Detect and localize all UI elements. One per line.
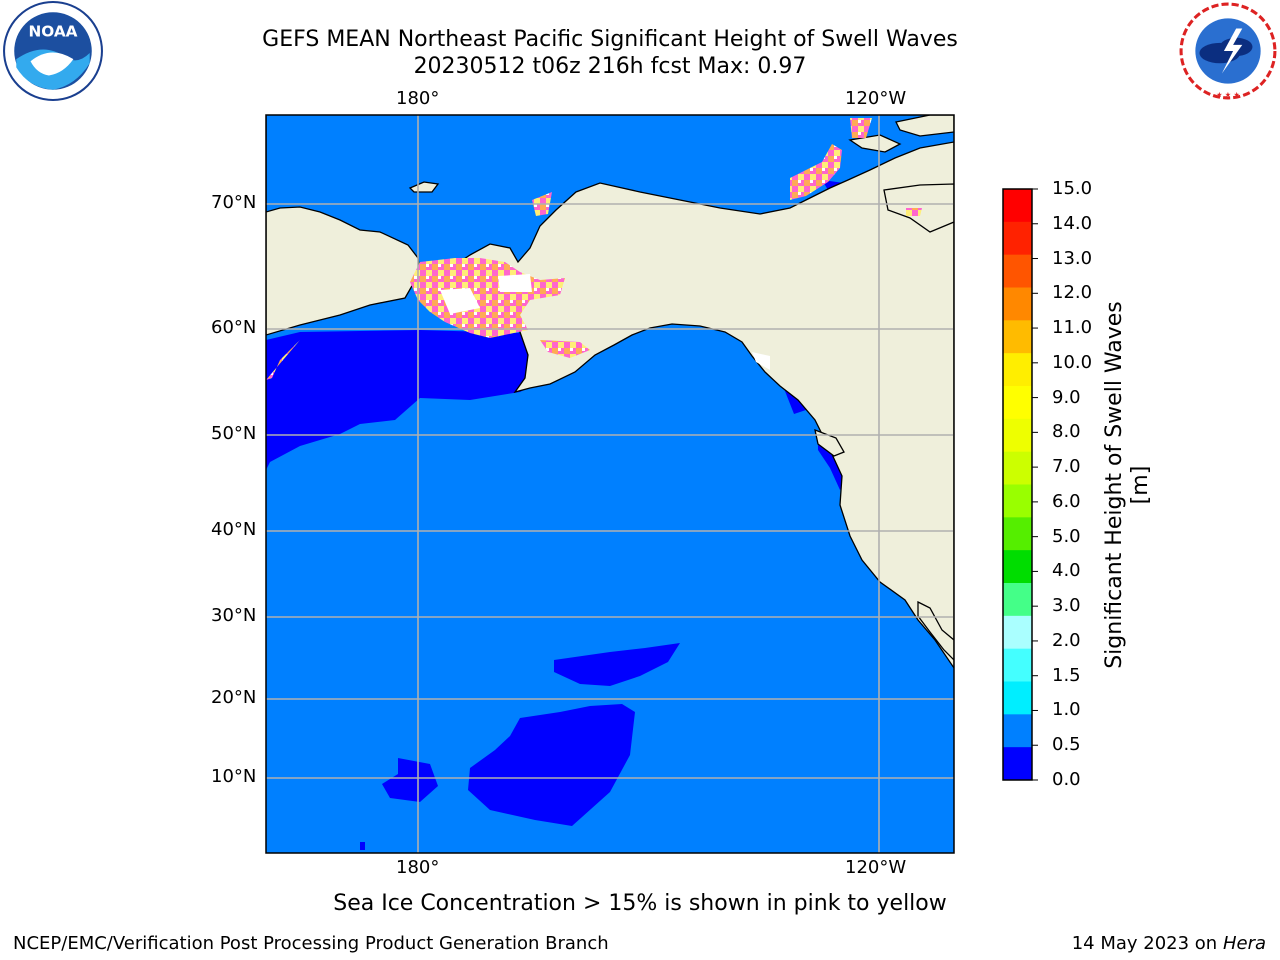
noaa-logo: NOAA: [3, 1, 103, 101]
lon-tick-top-180: 180°: [396, 88, 440, 109]
lat-tick-70n: 70°N: [211, 192, 257, 213]
vancouver-island: [814, 428, 845, 457]
colorbar-tick-label: 9.0: [1052, 386, 1081, 408]
graticule: [266, 115, 954, 853]
footer-date: 14 May 2023 on Hera: [1072, 933, 1266, 954]
map-subtitle: 20230512 t06z 216h fcst Max: 0.97: [413, 54, 807, 79]
colorbar-segment: [1003, 583, 1032, 617]
lat-tick-20n: 20°N: [211, 687, 257, 708]
colorbar-tick-label: 1.0: [1052, 699, 1081, 721]
colorbar-segment: [1003, 221, 1032, 256]
colorbar-segment: [1003, 189, 1032, 223]
lon-tick-bottom-180: 180°: [396, 857, 440, 878]
siberia-land: [266, 115, 421, 336]
noaa-logo-text: NOAA: [28, 23, 77, 41]
colorbar-label: Significant Height of Swell Waves [m]: [1102, 301, 1153, 669]
colorbar: [1002, 188, 1038, 781]
colorbar-tick-label: 6.0: [1052, 490, 1081, 512]
baja-peninsula: [917, 600, 954, 661]
land-masses: [266, 115, 954, 670]
colorbar-segment: [1003, 287, 1032, 321]
colorbar-segment: [1003, 517, 1032, 551]
colorbar-tick-label: 14.0: [1052, 212, 1093, 234]
colorbar-segment: [1003, 681, 1032, 715]
colorbar-tick-label: 3.0: [1052, 595, 1081, 617]
arctic-islands: [895, 115, 954, 137]
lat-tick-40n: 40°N: [211, 519, 257, 540]
colorbar-tick-label: 2.0: [1052, 629, 1081, 651]
lat-tick-30n: 30°N: [211, 605, 257, 626]
lat-tick-60n: 60°N: [211, 317, 257, 338]
alaska-canada-land: [454, 141, 954, 670]
colorbar-segment: [1003, 386, 1032, 420]
low-swell-regions: [266, 180, 858, 850]
colorbar-segment: [1003, 254, 1032, 288]
lat-tick-50n: 50°N: [211, 423, 257, 444]
no-data-areas: [440, 274, 770, 370]
colorbar-tick-label: 10.0: [1052, 351, 1093, 373]
colorbar-tick-label: 15.0: [1052, 178, 1093, 199]
nws-logo: ★ ★ ★: [1179, 2, 1277, 100]
colorbar-segment: [1003, 320, 1032, 354]
footer-machine: Hera: [1222, 933, 1266, 954]
footer-credit: NCEP/EMC/Verification Post Processing Pr…: [13, 933, 609, 954]
colorbar-segment: [1003, 451, 1032, 485]
arctic-islands: [848, 134, 902, 153]
footer-date-text: 14 May 2023 on: [1071, 933, 1218, 954]
ocean-area: [266, 115, 954, 853]
lon-tick-bottom-120w: 120°W: [845, 857, 907, 878]
colorbar-tick-label: 13.0: [1052, 247, 1093, 269]
colorbar-tick-label: 12.0: [1052, 282, 1093, 304]
colorbar-segment: [1003, 648, 1032, 682]
colorbar-segment: [1003, 353, 1032, 387]
colorbar-frame: [1002, 188, 1033, 781]
svg-text:★ ★ ★: ★ ★ ★: [1216, 90, 1240, 99]
map-title: GEFS MEAN Northeast Pacific Significant …: [262, 27, 958, 52]
colorbar-tick-label: 8.0: [1052, 421, 1081, 443]
colorbar-tick-label: 1.5: [1052, 664, 1081, 686]
colorbar-segment: [1003, 615, 1032, 650]
colorbar-segment: [1003, 747, 1032, 781]
colorbar-segment: [1003, 418, 1032, 453]
colorbar-tick-label: 0.0: [1052, 769, 1081, 790]
wrangel-island: [408, 181, 440, 193]
arctic-islands: [883, 183, 954, 233]
colorbar-segment: [1003, 714, 1032, 748]
colorbar-tick-label: 5.0: [1052, 525, 1081, 547]
colorbar-tick-label: 0.5: [1052, 734, 1081, 756]
colorbar-tick-label: 11.0: [1052, 317, 1093, 339]
lon-tick-top-120w: 120°W: [845, 88, 907, 109]
colorbar-segment: [1003, 484, 1032, 518]
colorbar-tick-label: 4.0: [1052, 560, 1081, 582]
lat-tick-10n: 10°N: [211, 766, 257, 787]
map-frame: [265, 114, 955, 854]
colorbar-segment: [1003, 550, 1032, 584]
sea-ice-regions: [266, 118, 922, 380]
sea-ice-note: Sea Ice Concentration > 15% is shown in …: [333, 891, 947, 916]
colorbar-tick-label: 7.0: [1052, 456, 1081, 478]
